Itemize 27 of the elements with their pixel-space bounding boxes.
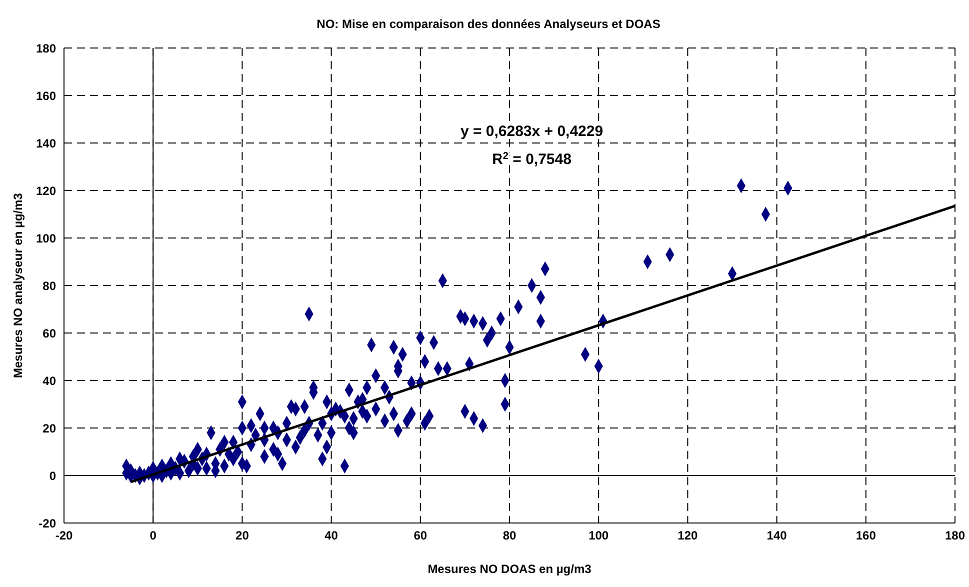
chart-title: NO: Mise en comparaison des données Analyseurs et DOAS xyxy=(316,17,660,31)
y-tick-label: 20 xyxy=(42,421,56,436)
x-tick-label: -20 xyxy=(55,528,73,543)
x-tick-label: 60 xyxy=(414,528,428,543)
y-tick-label: 40 xyxy=(42,374,56,388)
x-tick-label: 40 xyxy=(324,528,338,543)
y-axis-title: Mesures NO analyseur en µg/m3 xyxy=(11,192,25,378)
y-tick-label: 180 xyxy=(36,41,56,56)
x-tick-label: 0 xyxy=(150,528,157,543)
x-tick-label: 140 xyxy=(766,528,788,543)
y-tick-label: 80 xyxy=(42,278,56,293)
annotation: y = 0,6283x + 0,4229 xyxy=(460,123,604,140)
x-tick-label: 20 xyxy=(236,528,250,543)
y-tick-label: -20 xyxy=(38,516,56,530)
y-tick-label: 160 xyxy=(36,88,56,103)
y-tick-label: 140 xyxy=(36,136,56,150)
x-tick-label: 120 xyxy=(678,528,698,543)
y-tick-label: 100 xyxy=(36,231,56,246)
x-tick-label: 180 xyxy=(944,528,966,543)
y-tick-label: 60 xyxy=(42,326,56,340)
x-tick-label: 100 xyxy=(588,528,609,543)
x-tick-label: 80 xyxy=(502,528,516,543)
y-tick-label: 0 xyxy=(49,468,56,483)
annotation: R$^{2}$ = 0,7548 xyxy=(492,150,572,168)
x-axis-title: Mesures NO DOAS en µg/m3 xyxy=(428,562,592,576)
x-tick-label: 160 xyxy=(856,528,876,543)
y-tick-label: 120 xyxy=(36,184,56,198)
